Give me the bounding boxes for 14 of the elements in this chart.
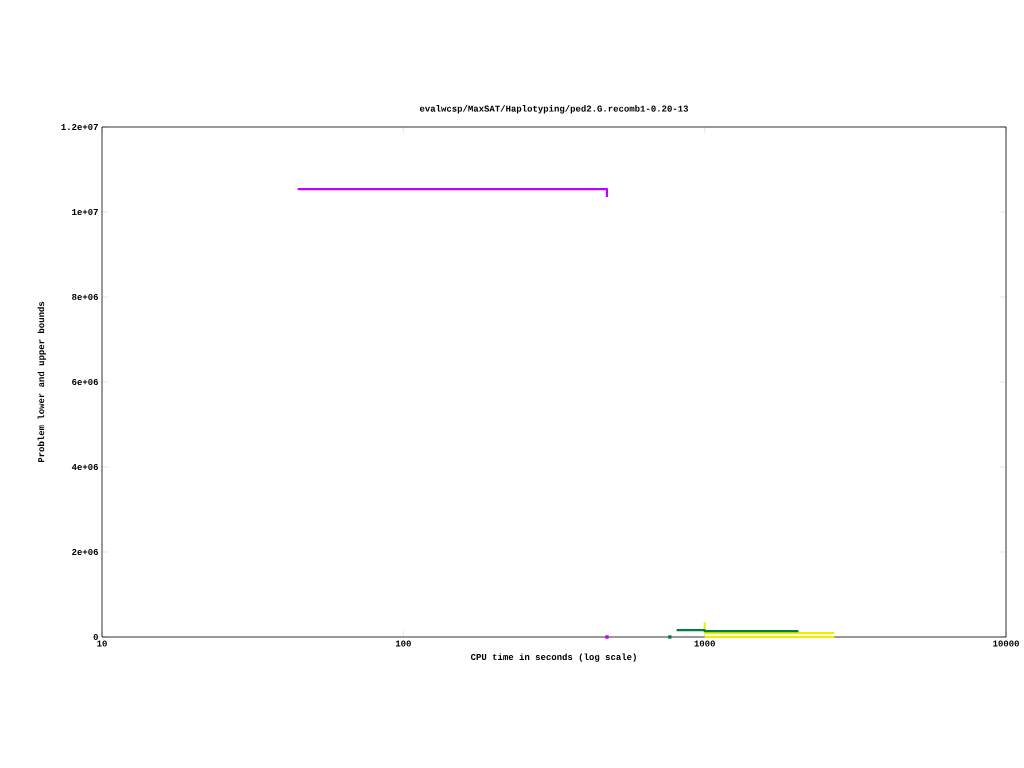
chart-title: evalwcsp/MaxSAT/Haplotyping/ped2.G.recomb1-0.20-13 [419,105,689,114]
y-tick-label: 4e+06 [71,463,98,471]
y-tick-label: 8e+06 [72,293,98,301]
x-tick-label: 10 [97,640,107,647]
y-tick-label: 1e+07 [72,208,98,216]
x-tick-label: 10000 [993,640,1019,647]
x-tick-label: 100 [395,640,411,647]
y-axis-title: Problem lower and upper bounds [37,301,46,463]
x-tick-label: 1000 [694,640,715,647]
y-tick-label: 0 [93,633,98,641]
y-tick-label: 1.2e+07 [61,123,98,131]
y-tick-label: 6e+06 [72,378,98,386]
y-tick-label: 2e+06 [72,548,98,556]
x-axis-title: CPU time in seconds (log scale) [470,653,636,662]
